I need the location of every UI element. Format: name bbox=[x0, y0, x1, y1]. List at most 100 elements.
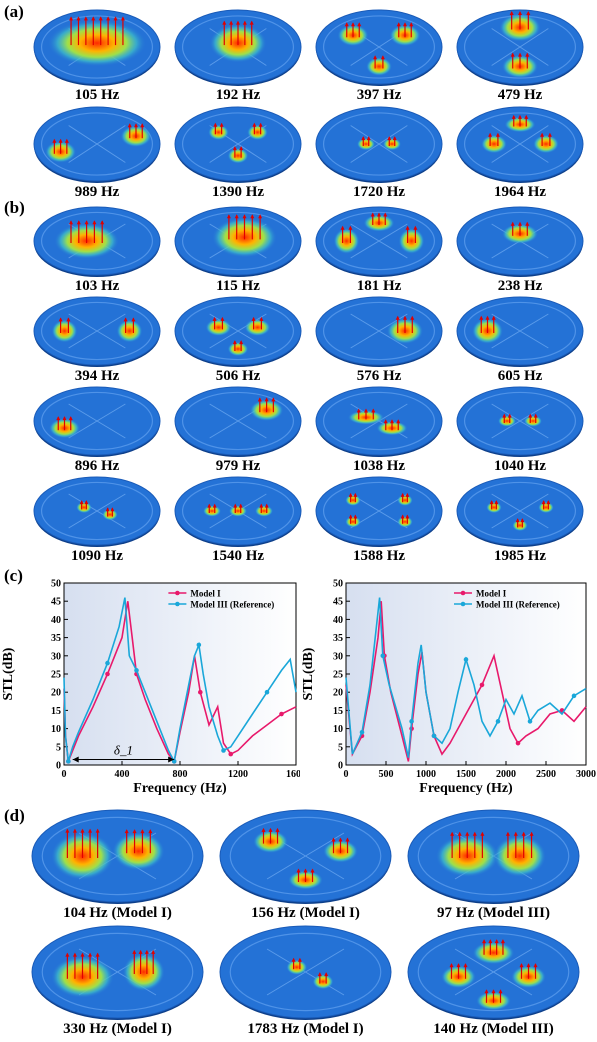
arrow-head bbox=[106, 16, 111, 21]
mode-shape-394-hz: 394 Hz bbox=[32, 295, 162, 385]
arrow-head bbox=[239, 146, 244, 151]
series-marker bbox=[196, 642, 202, 648]
displacement-hotspot bbox=[205, 318, 232, 337]
series-marker bbox=[198, 689, 203, 695]
displacement-hotspot bbox=[51, 319, 78, 343]
arrow-head bbox=[518, 114, 522, 119]
arrow-head bbox=[489, 500, 494, 505]
arrow-head bbox=[380, 55, 385, 60]
y-tick-label: 50 bbox=[51, 579, 61, 590]
arrow-head bbox=[366, 136, 371, 141]
legend-label: Model I bbox=[190, 589, 221, 599]
mode-frequency-label: 97 Hz (Model III) bbox=[437, 905, 550, 921]
arrow-head bbox=[387, 136, 392, 141]
arrow-head bbox=[232, 340, 237, 345]
series-line bbox=[63, 601, 297, 764]
mode-frequency-label: 576 Hz bbox=[356, 368, 402, 384]
arrow-head bbox=[463, 963, 468, 968]
plate-rim bbox=[181, 391, 295, 451]
y-tick-label: 45 bbox=[333, 597, 343, 608]
displacement-hotspot bbox=[472, 941, 515, 965]
arrow-head bbox=[310, 868, 315, 873]
plate-stiffener bbox=[491, 313, 549, 349]
arrow-head bbox=[64, 138, 69, 143]
mode-frequency-label: 989 Hz bbox=[74, 184, 120, 200]
arrow-head bbox=[250, 214, 255, 219]
arrow-head bbox=[457, 831, 462, 836]
arrow-head bbox=[249, 20, 254, 25]
series-line bbox=[345, 597, 587, 758]
arrow-head bbox=[465, 831, 470, 836]
plate-image bbox=[174, 206, 302, 277]
arrow-head bbox=[456, 963, 461, 968]
series-line bbox=[63, 597, 297, 764]
mode-frequency-label: 330 Hz (Model I) bbox=[63, 1021, 172, 1037]
arrow-head bbox=[69, 220, 73, 225]
plate-image bbox=[174, 106, 302, 183]
displacement-hotspot bbox=[497, 415, 517, 427]
series-marker bbox=[279, 711, 284, 717]
series-marker bbox=[515, 740, 521, 746]
plate-rim bbox=[181, 211, 295, 271]
mode-shape-item-2: 97 Hz (Model III) bbox=[406, 808, 581, 922]
plate-image bbox=[219, 925, 392, 1020]
plate-rim bbox=[463, 481, 577, 541]
arrow-head bbox=[212, 316, 217, 321]
arrow-head bbox=[348, 225, 353, 230]
mode-shape-479-hz: 479 Hz bbox=[455, 8, 585, 104]
series-marker bbox=[134, 668, 139, 673]
arrow-head bbox=[405, 492, 410, 497]
displacement-hotspot bbox=[523, 415, 543, 427]
arrow-head bbox=[400, 492, 405, 497]
plate-rim bbox=[229, 816, 382, 896]
arrow-head bbox=[242, 20, 247, 25]
mode-frequency-label: 140 Hz (Model III) bbox=[433, 1021, 554, 1037]
y-tick-label: 5 bbox=[56, 742, 61, 753]
arrow-head bbox=[357, 22, 362, 27]
arrow-head bbox=[500, 939, 505, 944]
mode-shape-105-hz: 105 Hz bbox=[32, 8, 162, 104]
displacement-hotspot bbox=[312, 973, 334, 990]
arrow-head bbox=[65, 828, 70, 833]
arrow-head bbox=[338, 837, 343, 842]
arrow-head bbox=[268, 827, 273, 832]
plate-image bbox=[315, 9, 443, 86]
arrow-head bbox=[383, 212, 388, 217]
plate-stiffener bbox=[491, 125, 549, 163]
plate-stiffener bbox=[454, 948, 533, 996]
legend-marker bbox=[460, 601, 466, 607]
arrow-head bbox=[547, 132, 552, 137]
arrow-head bbox=[219, 122, 224, 127]
arrow-head bbox=[324, 972, 329, 977]
arrow-head bbox=[541, 500, 546, 505]
x-tick-label: 0 bbox=[62, 769, 67, 780]
arrow-head bbox=[66, 317, 71, 322]
mode-shape-1390-hz: 1390 Hz bbox=[173, 105, 303, 201]
legend-marker bbox=[175, 601, 180, 607]
arrow-head bbox=[124, 829, 129, 834]
plate-rim bbox=[417, 816, 570, 896]
arrow-head bbox=[88, 828, 93, 833]
mode-frequency-label: 479 Hz bbox=[497, 87, 543, 103]
arrow-head bbox=[505, 831, 510, 836]
x-tick-label: 800 bbox=[173, 769, 188, 780]
x-tick-label: 500 bbox=[379, 769, 394, 780]
arrow-head bbox=[212, 503, 217, 508]
displacement-hotspot bbox=[102, 508, 118, 521]
x-axis-label: Frequency (Hz) bbox=[133, 781, 227, 796]
plate-image bbox=[456, 9, 584, 86]
arrow-head bbox=[396, 419, 401, 424]
arrow-head bbox=[127, 123, 132, 128]
series-marker bbox=[431, 733, 437, 739]
arrow-head bbox=[348, 514, 353, 519]
mode-shape-192-hz: 192 Hz bbox=[173, 8, 303, 104]
arrow-head bbox=[132, 949, 137, 954]
series-marker bbox=[359, 729, 365, 735]
plate-image bbox=[174, 476, 302, 547]
plate-rim bbox=[40, 112, 154, 176]
arrow-head bbox=[138, 949, 143, 954]
plate-rim bbox=[40, 481, 154, 541]
displacement-hotspot bbox=[333, 228, 360, 254]
arrow-head bbox=[356, 408, 361, 413]
arrow-head bbox=[390, 419, 394, 424]
